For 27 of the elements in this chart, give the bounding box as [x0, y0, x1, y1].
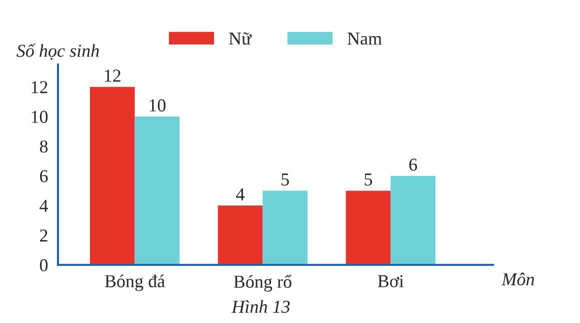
- bar: [262, 190, 308, 265]
- y-tick-label: 0: [40, 259, 48, 272]
- y-tick-label: 4: [40, 200, 48, 212]
- y-tick-label: 8: [40, 140, 48, 153]
- y-tick-label: 10: [32, 110, 48, 123]
- data-label: 6: [409, 158, 418, 171]
- legend-label: Nam: [348, 32, 382, 45]
- data-label: 10: [150, 99, 166, 112]
- data-label: 5: [282, 174, 289, 186]
- y-tick-label: 6: [40, 170, 48, 182]
- y-tick-label: 2: [40, 230, 48, 242]
- bar: [390, 176, 436, 265]
- bar: [134, 116, 180, 265]
- legend-label: Nữ: [229, 32, 252, 45]
- data-label: 5: [364, 174, 372, 186]
- x-tick-label: Bóng đá: [104, 274, 165, 292]
- bar: [346, 190, 391, 265]
- bar: [90, 86, 135, 265]
- x-tick-label: Bóng rổ: [234, 274, 292, 292]
- text: Hình 13: [231, 300, 290, 313]
- x-axis-title: Môn: [501, 272, 534, 286]
- bar: [218, 206, 263, 265]
- x-tick-label: Bơi: [378, 275, 404, 288]
- data-label: 12: [104, 70, 120, 82]
- y-tick-label: 12: [32, 81, 48, 94]
- data-label: 4: [236, 188, 245, 200]
- y-axis-title: Số học sinh: [16, 44, 99, 60]
